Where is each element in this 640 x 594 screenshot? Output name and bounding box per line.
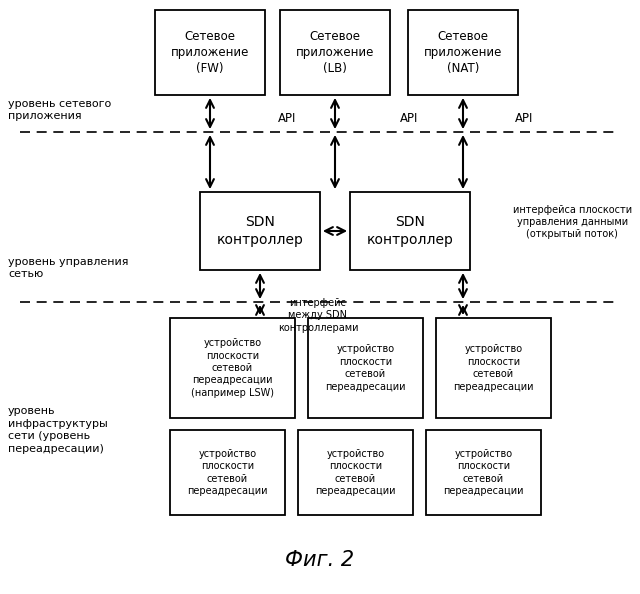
Text: Сетевое
приложение
(FW): Сетевое приложение (FW) — [171, 30, 249, 75]
Bar — [308, 318, 423, 418]
Text: устройство
плоскости
сетевой
переадресации
(например LSW): устройство плоскости сетевой переадресац… — [191, 338, 274, 398]
Text: интерфейс
между SDN
контроллерами: интерфейс между SDN контроллерами — [278, 298, 358, 333]
Text: интерфейса плоскости
управления данными
(открытый поток): интерфейса плоскости управления данными … — [513, 204, 632, 239]
Bar — [426, 430, 541, 515]
Text: устройство
плоскости
сетевой
переадресации: устройство плоскости сетевой переадресац… — [316, 449, 396, 496]
Text: Сетевое
приложение
(LB): Сетевое приложение (LB) — [296, 30, 374, 75]
Text: устройство
плоскости
сетевой
переадресации: устройство плоскости сетевой переадресац… — [325, 345, 406, 391]
Bar — [155, 10, 265, 95]
Text: API: API — [278, 112, 296, 125]
Text: Фиг. 2: Фиг. 2 — [285, 550, 355, 570]
Text: уровень управления
сетью: уровень управления сетью — [8, 257, 129, 279]
Text: SDN
контроллер: SDN контроллер — [216, 216, 303, 247]
Bar — [170, 318, 295, 418]
Bar — [436, 318, 551, 418]
Text: SDN
контроллер: SDN контроллер — [367, 216, 453, 247]
Bar — [280, 10, 390, 95]
Text: API: API — [400, 112, 419, 125]
Text: API: API — [515, 112, 533, 125]
Bar — [200, 192, 320, 270]
Bar — [170, 430, 285, 515]
Bar — [350, 192, 470, 270]
Bar — [408, 10, 518, 95]
Bar — [298, 430, 413, 515]
Text: устройство
плоскости
сетевой
переадресации: устройство плоскости сетевой переадресац… — [188, 449, 268, 496]
Text: устройство
плоскости
сетевой
переадресации: устройство плоскости сетевой переадресац… — [453, 345, 534, 391]
Text: Сетевое
приложение
(NAT): Сетевое приложение (NAT) — [424, 30, 502, 75]
Text: уровень
инфраструктуры
сети (уровень
переадресации): уровень инфраструктуры сети (уровень пер… — [8, 406, 108, 454]
Text: устройство
плоскости
сетевой
переадресации: устройство плоскости сетевой переадресац… — [444, 449, 524, 496]
Text: уровень сетевого
приложения: уровень сетевого приложения — [8, 99, 111, 121]
